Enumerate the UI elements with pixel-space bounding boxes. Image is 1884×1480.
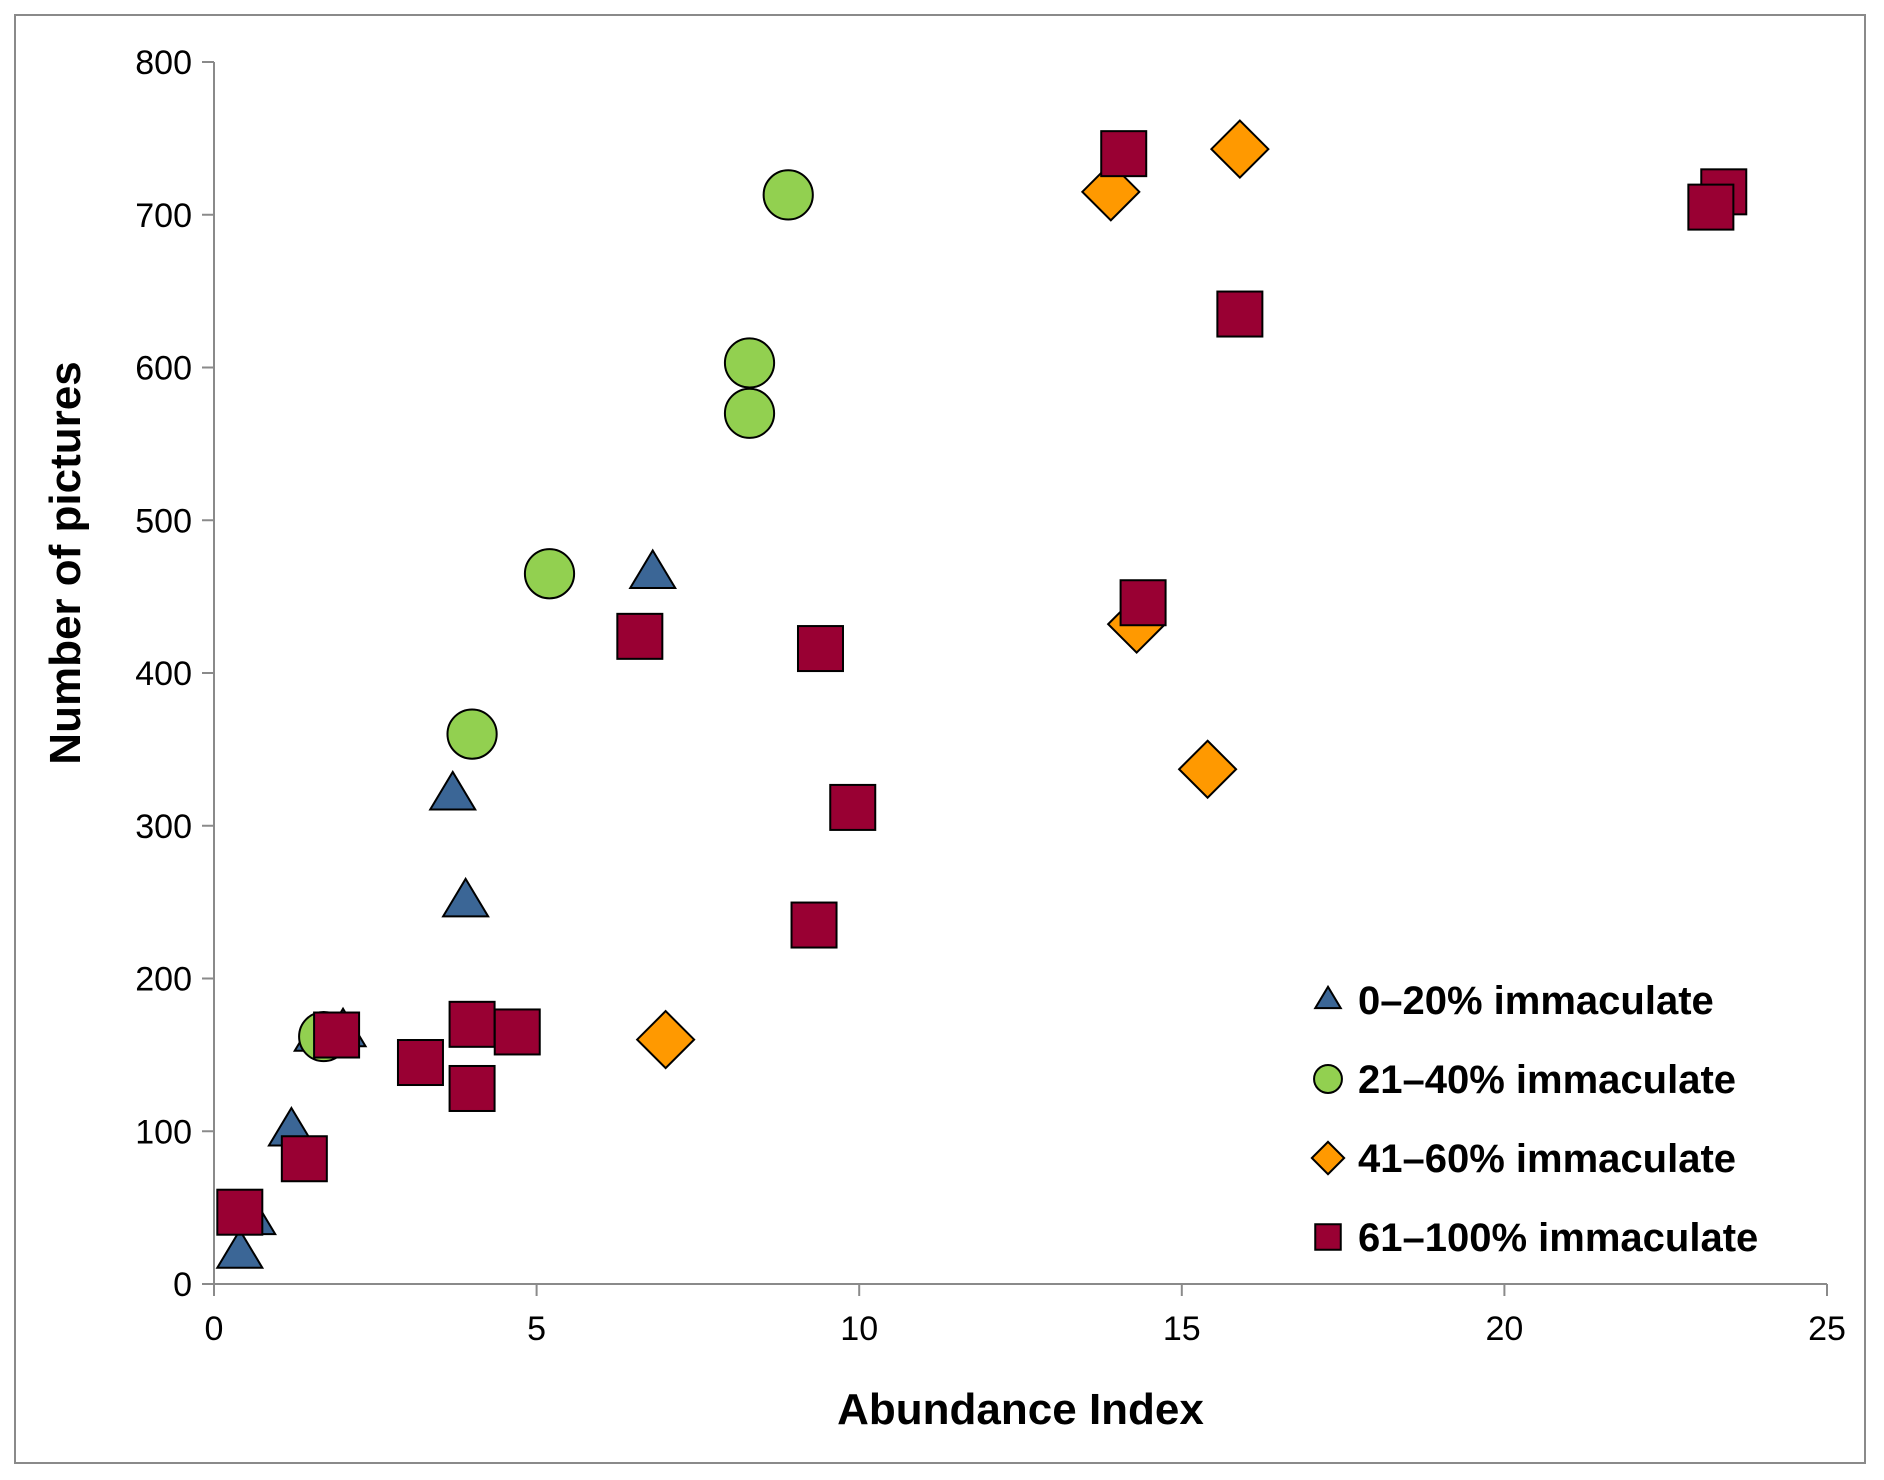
legend-marker-circle [1313,1064,1343,1094]
legend-label: 0–20% immaculate [1358,979,1714,1023]
data-point-square [448,1064,496,1112]
legend-marker-diamond [1310,1140,1346,1176]
legend-label: 61–100% immaculate [1358,1216,1758,1260]
data-point-triangle [215,1228,265,1269]
data-point-square [396,1039,444,1087]
data-point-circle [523,548,576,600]
series-diamond [635,119,1270,1070]
data-point-circle [723,387,776,439]
y-tick-label: 400 [135,655,192,693]
data-point-square [796,625,844,673]
y-tick-label: 600 [135,350,192,388]
legend: 0–20% immaculate 21–40% immaculate 41–60% … [1310,979,1758,1260]
data-point-square [1119,579,1167,627]
data-point-triangle [428,770,477,811]
legend-label: 21–40% immaculate [1358,1058,1736,1102]
x-tick-label: 0 [205,1310,224,1348]
data-point-circle [762,169,814,221]
data-point-square [790,901,838,949]
data-point-square [829,783,877,831]
y-tick-label: 800 [135,44,192,82]
legend-label: 41–60% immaculate [1358,1137,1736,1181]
x-axis-title: Abundance Index [837,1385,1204,1434]
data-point-square [493,1008,541,1056]
axis-ticks: 0 100 200 300 400 500 600 700 800 0 5 10 15 20 25 [135,44,1846,1348]
chart-frame [14,14,1866,1464]
y-tick-label: 300 [135,808,192,846]
data-point-square [616,612,664,660]
data-point-triangle [441,876,490,918]
y-tick-label: 200 [135,961,192,999]
data-point-circle [446,708,498,760]
data-point-diamond [1080,161,1141,222]
data-point-circle [723,337,776,389]
series-square [216,130,1748,1236]
data-point-diamond [1209,119,1270,179]
y-tick-label: 500 [135,502,192,540]
y-tick-label: 0 [173,1266,192,1304]
y-tick-label: 100 [135,1113,192,1151]
y-axis-title: Number of pictures [41,361,90,764]
x-tick-label: 15 [1163,1310,1201,1348]
data-point-square [280,1135,328,1183]
data-point-square [1687,183,1735,231]
data-point-square [1216,290,1264,338]
x-tick-label: 20 [1485,1310,1523,1348]
x-tick-label: 5 [527,1310,546,1348]
series-circle [298,169,814,1063]
data-points [215,119,1748,1269]
data-point-triangle [628,548,678,589]
data-point-square [1100,130,1148,178]
x-tick-label: 10 [840,1310,878,1348]
data-point-square [448,1000,496,1048]
y-tick-label: 700 [135,197,192,235]
legend-marker-square [1314,1223,1342,1251]
x-tick-label: 25 [1808,1310,1846,1348]
data-point-square [313,1011,361,1059]
data-point-diamond [635,1009,696,1070]
data-point-diamond [1177,739,1238,800]
data-point-square [216,1188,264,1236]
legend-marker-triangle [1313,984,1343,1010]
